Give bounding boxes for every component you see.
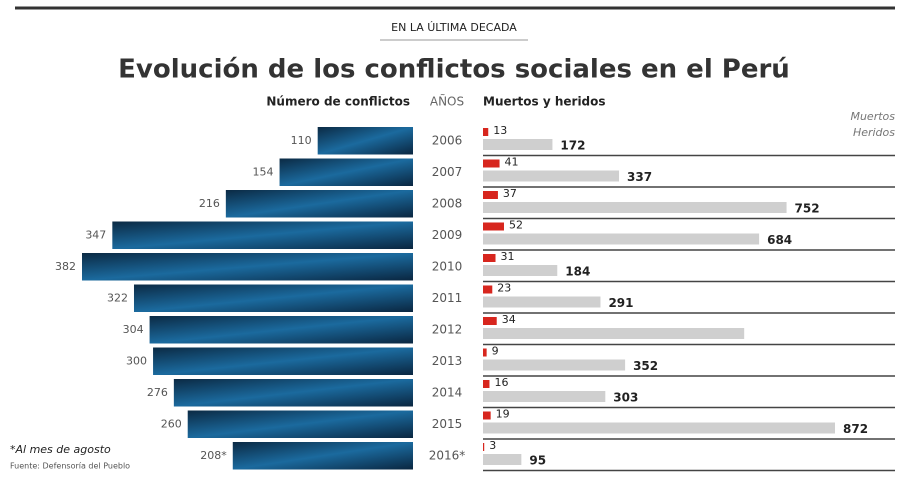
muertos-label: 37 [503, 187, 517, 200]
muertos-bar [483, 317, 497, 325]
muertos-bar [483, 348, 487, 357]
muertos-label: 19 [496, 408, 510, 421]
legend-label: Heridos [853, 126, 895, 139]
conflict-label: 110 [291, 134, 312, 147]
conflict-label: 300 [126, 354, 147, 367]
conflict-label: 276 [147, 386, 168, 399]
year-label: 2007 [432, 165, 463, 179]
muertos-bar [483, 380, 490, 388]
year-label: 2010 [432, 259, 463, 273]
heridos-label: 752 [795, 202, 820, 216]
heridos-label: 184 [565, 265, 590, 279]
heridos-bar [483, 328, 745, 339]
legend-label: Muertos [850, 110, 895, 123]
chart-title: Evolución de los conflictos sociales en … [118, 55, 790, 85]
heridos-bar [483, 265, 558, 276]
heridos-bar [483, 454, 522, 465]
muertos-bar [483, 191, 498, 199]
conflict-label: 260 [161, 417, 182, 430]
conflict-bar [149, 316, 414, 344]
muertos-label: 41 [505, 156, 519, 169]
muertos-bar [483, 222, 504, 231]
heridos-bar [483, 391, 606, 402]
muertos-label: 3 [489, 439, 496, 452]
conflict-bar [173, 379, 413, 407]
heridos-label: 872 [843, 422, 868, 436]
muertos-bar [483, 159, 500, 168]
footnote: *Al mes de agosto [10, 443, 111, 456]
heridos-bar [483, 422, 835, 434]
heridos-label: 172 [560, 139, 585, 153]
heridos-label: 303 [613, 391, 638, 405]
muertos-label: 13 [493, 124, 507, 137]
muertos-bar [483, 285, 493, 294]
heridos-bar [483, 296, 601, 308]
conflict-bar [279, 158, 413, 186]
right-header: Muertos y heridos [483, 95, 606, 109]
conflict-bar [153, 347, 413, 375]
conflict-label: 304 [123, 323, 144, 336]
year-label: 2006 [432, 133, 463, 147]
conflict-bar [317, 127, 413, 155]
year-label: 2015 [432, 417, 463, 431]
conflict-label: 208* [200, 449, 227, 462]
conflict-label: 322 [107, 291, 128, 304]
heridos-bar [483, 139, 553, 150]
conflict-label: 347 [85, 228, 106, 241]
muertos-bar [483, 128, 489, 136]
heridos-bar [483, 359, 626, 371]
kicker: EN LA ÚLTIMA DECADA [391, 21, 517, 34]
conflict-bar [82, 253, 413, 281]
left-header: Número de conflictos [266, 95, 410, 109]
year-label: 2011 [432, 291, 463, 305]
muertos-label: 34 [502, 313, 516, 326]
year-label: 2014 [432, 385, 463, 399]
conflict-bar [187, 410, 413, 438]
muertos-label: 9 [492, 345, 499, 358]
conflict-label: 216 [199, 197, 220, 210]
heridos-label: 684 [767, 233, 792, 247]
source: Fuente: Defensoría del Pueblo [10, 462, 130, 471]
muertos-bar [483, 254, 496, 262]
heridos-label: 352 [633, 359, 658, 373]
conflict-bar [133, 284, 413, 312]
category-header: AÑOS [430, 94, 464, 109]
heridos-label: 337 [627, 170, 652, 184]
year-label: 2016* [429, 448, 466, 462]
year-label: 2012 [432, 322, 463, 336]
heridos-bar [483, 233, 760, 245]
muertos-bar [483, 443, 485, 451]
heridos-bar [483, 170, 620, 182]
muertos-label: 31 [501, 250, 515, 263]
muertos-bar [483, 411, 491, 420]
conflict-label: 154 [253, 165, 274, 178]
year-label: 2013 [432, 354, 463, 368]
conflict-bar [225, 190, 413, 218]
conflict-bar [112, 221, 414, 249]
conflict-label: 382 [55, 260, 76, 273]
muertos-label: 23 [497, 282, 511, 295]
heridos-label: 95 [529, 454, 546, 468]
heridos-label: 291 [608, 296, 633, 310]
year-label: 2009 [432, 228, 463, 242]
muertos-label: 16 [494, 376, 508, 389]
year-label: 2008 [432, 196, 463, 210]
muertos-label: 52 [509, 219, 523, 232]
conflict-bar [232, 442, 413, 470]
heridos-bar [483, 202, 787, 213]
